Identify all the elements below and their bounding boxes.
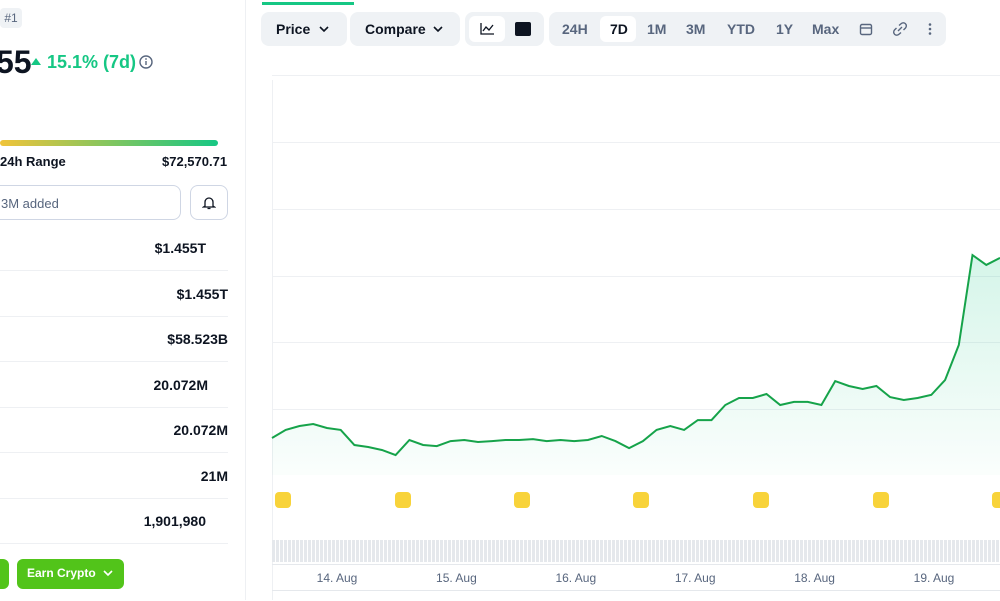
range-button[interactable]: Max	[812, 21, 840, 37]
divider	[245, 0, 246, 600]
event-marker[interactable]	[873, 492, 889, 508]
price-tab[interactable]: Price	[261, 12, 347, 46]
more-icon[interactable]	[927, 22, 933, 36]
range-button[interactable]: 24H	[562, 21, 588, 37]
calendar-icon[interactable]	[859, 22, 873, 36]
stat-value: $58.523B	[167, 331, 228, 347]
line-chart-button[interactable]	[469, 16, 505, 42]
compare-text: Compare	[365, 21, 426, 37]
info-icon[interactable]	[139, 55, 153, 69]
stat-value: 1,901,980	[143, 513, 206, 529]
earn-text: Earn Crypto	[27, 566, 96, 580]
chevron	[319, 26, 329, 33]
compare-tab[interactable]: Compare	[350, 12, 460, 46]
price-area	[272, 255, 1000, 475]
grid-line	[272, 75, 1000, 76]
range-group: 24H 7D 1M 3M YTD 1Y Max	[549, 12, 946, 46]
stat-value: 20.072M	[173, 422, 228, 438]
event-marker[interactable]	[514, 492, 530, 508]
tab-indicator	[262, 2, 354, 5]
x-tick-label: 14. Aug	[316, 571, 358, 585]
range-button[interactable]: 3M	[686, 21, 706, 37]
stat-row: $58.523B	[0, 316, 228, 362]
grid-line	[272, 409, 1000, 410]
x-axis	[272, 564, 1000, 565]
range-high: $72,570.71	[162, 154, 228, 169]
navigator	[272, 590, 1000, 601]
stat-value: $1.455T	[176, 285, 228, 302]
range-button[interactable]: YTD	[727, 21, 755, 37]
active-range	[600, 16, 636, 42]
price: 55	[0, 44, 32, 80]
event-marker[interactable]	[753, 492, 769, 508]
stat-row: $1.455T	[0, 271, 228, 317]
range-button[interactable]: 1Y	[776, 21, 794, 37]
grid-line	[272, 142, 1000, 143]
range-label: 24h Range	[0, 154, 66, 169]
link-icon[interactable]	[892, 22, 908, 36]
price-line	[271, 253, 1000, 457]
x-tick-label: 15. Aug	[436, 571, 477, 585]
x-tick-label: 17. Aug	[674, 571, 716, 585]
chevron	[433, 26, 443, 33]
event-marker[interactable]	[992, 492, 1000, 508]
alert-button[interactable]	[190, 185, 228, 220]
range-button[interactable]: 7D	[610, 21, 628, 37]
stat-row: $1.455T	[0, 225, 228, 271]
event-marker[interactable]	[633, 492, 649, 508]
line-icon	[480, 23, 494, 35]
grid-line	[272, 276, 1000, 277]
earn-button[interactable]: Earn Crypto	[17, 559, 124, 589]
stat-row: 1,901,980	[0, 498, 228, 544]
x-tick-label: 18. Aug	[794, 571, 835, 585]
stat-row: 20.072M	[0, 362, 228, 408]
grid-line	[272, 342, 1000, 343]
chevron	[103, 570, 113, 577]
stat-row: 20.072M	[0, 407, 228, 453]
rank-badge: #1	[0, 8, 22, 28]
stat-value: 20.072M	[153, 376, 208, 393]
volume-bars	[272, 540, 1000, 562]
x-tick-label: 16. Aug	[555, 571, 597, 585]
up-arrow	[31, 58, 41, 65]
watchlist-button[interactable]: 3M added	[0, 185, 181, 220]
buy-button[interactable]	[0, 559, 9, 589]
stat-value: 21M	[200, 467, 228, 484]
price-tab-text: Price	[276, 21, 311, 37]
bell-icon	[202, 197, 216, 210]
range-button[interactable]: 1M	[647, 21, 667, 37]
event-marker[interactable]	[395, 492, 411, 508]
axis-line	[272, 80, 273, 600]
event-marker[interactable]	[275, 492, 291, 508]
grid-line	[272, 209, 1000, 210]
stat-row: 21M	[0, 453, 228, 499]
stat-value: $1.455T	[154, 240, 206, 256]
watchlist-text: 3M added	[1, 196, 59, 211]
price-change: 15.1% (7d)	[47, 52, 137, 72]
tradingview-button[interactable]	[515, 22, 531, 36]
chart-type-group	[465, 12, 544, 46]
x-tick-label: 19. Aug	[913, 571, 955, 585]
range-bar	[0, 140, 218, 146]
